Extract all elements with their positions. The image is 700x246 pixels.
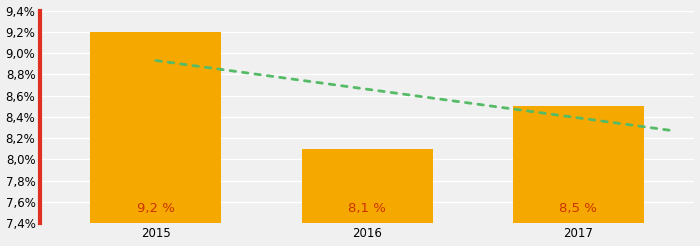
Bar [513, 106, 644, 223]
Bar [302, 149, 433, 223]
Text: 8,1 %: 8,1 % [348, 202, 386, 215]
Text: 8,5 %: 8,5 % [559, 202, 597, 215]
Bar [90, 32, 221, 223]
Text: 9,2 %: 9,2 % [136, 202, 175, 215]
